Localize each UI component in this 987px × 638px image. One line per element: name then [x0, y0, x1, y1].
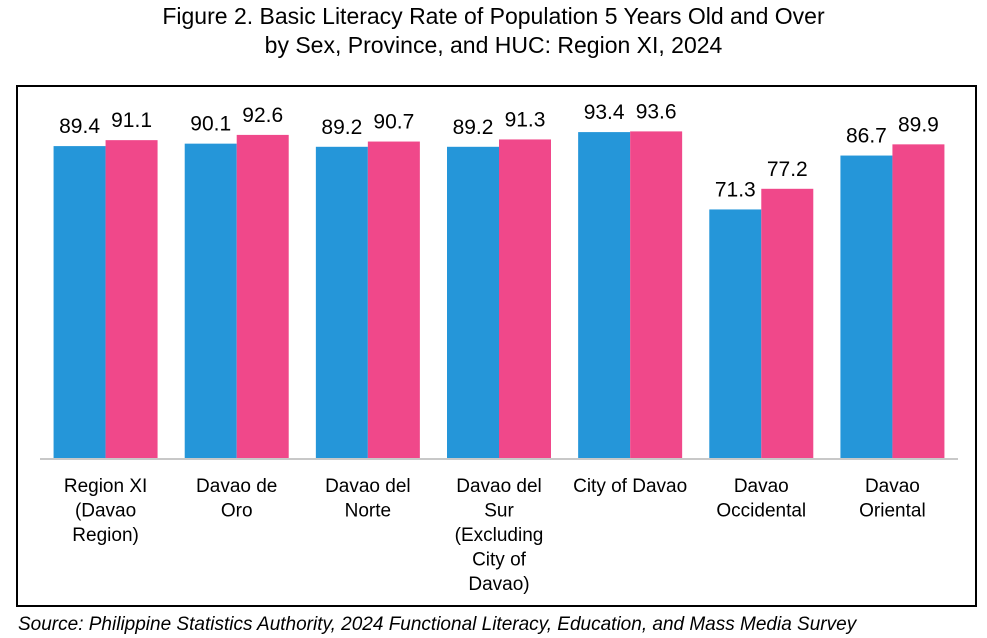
category-label: Davao Occidental — [716, 476, 806, 522]
category-label: Region XI (Davao Region) — [64, 476, 147, 546]
bar-female — [761, 188, 814, 460]
data-label: 92.6 — [242, 104, 283, 127]
data-label: 93.6 — [636, 100, 677, 123]
bar-male — [709, 209, 762, 459]
category-label: Davao Oriental — [859, 476, 926, 522]
bar-male — [53, 146, 106, 459]
chart-title-line-1: Figure 2. Basic Literacy Rate of Populat… — [162, 3, 825, 29]
data-label: 77.2 — [767, 158, 808, 181]
data-label: 90.7 — [373, 111, 414, 134]
bar-male — [315, 146, 368, 460]
source-note: Source: Philippine Statistics Authority,… — [18, 614, 857, 635]
chart-frame — [16, 85, 977, 607]
data-label: 90.1 — [190, 113, 231, 136]
bar-female — [499, 139, 551, 459]
bar-female — [892, 144, 945, 459]
bar-female — [630, 131, 683, 459]
bar-male — [578, 132, 631, 459]
bar-female — [367, 141, 420, 460]
chart-title: Figure 2. Basic Literacy Rate of Populat… — [0, 2, 987, 60]
bar-female — [105, 140, 158, 459]
data-label: 89.2 — [321, 116, 362, 139]
data-label: 86.7 — [846, 125, 887, 148]
category-label: Davao de Oro — [196, 476, 277, 522]
bar-male — [447, 146, 499, 460]
data-label: 89.2 — [453, 116, 494, 139]
data-label: 89.4 — [59, 115, 100, 138]
data-label: 91.3 — [505, 108, 546, 131]
data-label: 71.3 — [715, 178, 756, 201]
category-label: Davao del Norte — [325, 476, 411, 522]
chart-title-line-2: by Sex, Province, and HUC: Region XI, 20… — [264, 32, 723, 58]
category-label: Davao del Sur (Excluding City of Davao) — [455, 476, 544, 595]
data-label: 93.4 — [584, 101, 625, 124]
category-label: City of Davao — [573, 476, 687, 497]
data-label: 91.1 — [111, 109, 152, 132]
data-label: 89.9 — [898, 113, 939, 136]
bar-female — [236, 134, 289, 459]
bar-male — [840, 155, 893, 460]
bar-male — [184, 143, 237, 459]
